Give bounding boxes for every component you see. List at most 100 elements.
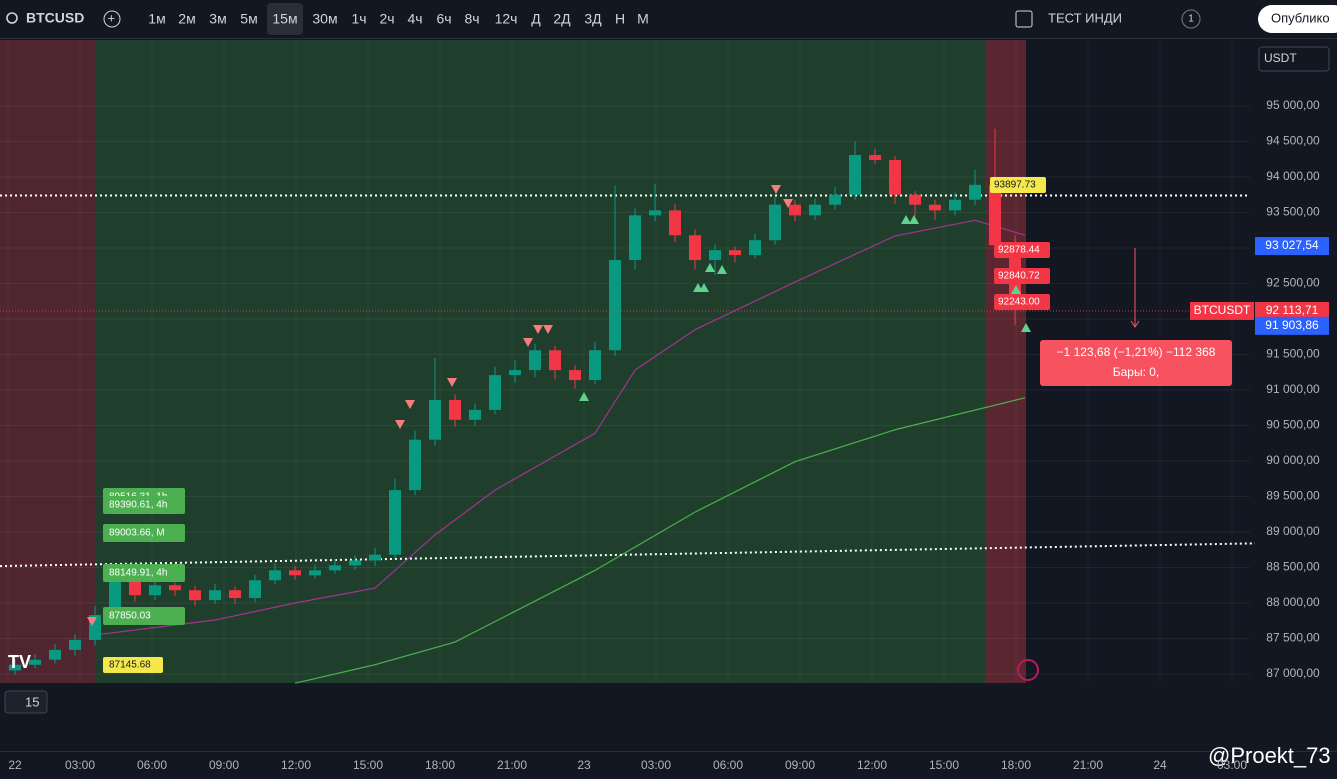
- search-icon[interactable]: [6, 12, 18, 24]
- candle-body: [629, 215, 641, 261]
- moving-average: [94, 219, 1026, 636]
- level-label-bg: [103, 496, 185, 514]
- candle-body: [729, 250, 741, 256]
- time-tick-label: 09:00: [209, 758, 239, 772]
- interval-button[interactable]: Н: [615, 11, 625, 27]
- candle-body: [949, 199, 961, 211]
- time-tick-label: 22: [8, 758, 22, 772]
- candle-body: [529, 350, 541, 371]
- level-label: 88149.91, 4h: [109, 568, 167, 579]
- indicator-count: 1: [1188, 14, 1194, 25]
- interval-button[interactable]: 1ч: [351, 11, 366, 27]
- candle-body: [369, 554, 381, 561]
- interval-button[interactable]: 1м: [148, 11, 165, 27]
- candle-body: [709, 250, 721, 261]
- time-tick-label: 21:00: [497, 758, 527, 772]
- price-label-bg: [994, 294, 1050, 310]
- price-label: 92243.00: [998, 297, 1040, 308]
- indicator-count-badge: [1181, 9, 1201, 29]
- candle-body: [209, 590, 221, 601]
- interval-button[interactable]: 15м: [272, 11, 297, 27]
- time-tick-label: 15:00: [929, 758, 959, 772]
- pane-dropdown[interactable]: [4, 690, 48, 714]
- candle-body: [349, 560, 361, 566]
- price-tick-label: 91 000,00: [1266, 382, 1320, 396]
- signal-marker: [87, 617, 97, 626]
- level-label-bg: [103, 564, 185, 582]
- candle-body: [449, 399, 461, 420]
- signal-marker: [579, 392, 589, 401]
- trendline: [0, 542, 1256, 568]
- interval-button[interactable]: 3м: [209, 11, 226, 27]
- signal-marker: [523, 338, 533, 347]
- time-tick-label: 15:00: [353, 758, 383, 772]
- interval-button[interactable]: 2м: [178, 11, 195, 27]
- candle-body: [789, 204, 801, 216]
- candle-body: [329, 565, 341, 571]
- moving-average: [294, 397, 1026, 684]
- time-tick-label: 21:00: [1073, 758, 1103, 772]
- candle-body: [589, 350, 601, 381]
- candle-body: [309, 570, 321, 576]
- interval-button[interactable]: 6ч: [436, 11, 451, 27]
- candle-body: [49, 649, 61, 660]
- time-tick-label: 03:00: [65, 758, 95, 772]
- interval-button[interactable]: 2ч: [379, 11, 394, 27]
- price-tick-label: 89 000,00: [1266, 524, 1320, 538]
- price-tag-bg: [1255, 237, 1329, 256]
- price-tick-label: 94 500,00: [1266, 134, 1320, 148]
- price-label-bg: [994, 242, 1050, 258]
- currency-button[interactable]: [1258, 46, 1330, 72]
- price-label-bg: [990, 177, 1046, 193]
- interval-button[interactable]: 3Д: [584, 11, 602, 27]
- candle-body: [989, 184, 1001, 246]
- publish-button[interactable]: [1258, 5, 1337, 33]
- price-label: 92878.44: [998, 245, 1040, 256]
- interval-button[interactable]: М: [637, 11, 649, 27]
- candle-body: [509, 370, 521, 376]
- currency[interactable]: USDT: [1264, 51, 1297, 65]
- interval-button[interactable]: 2Д: [553, 11, 571, 27]
- alert-icon[interactable]: [1017, 659, 1039, 681]
- interval-button[interactable]: 4ч: [407, 11, 422, 27]
- signal-marker: [1011, 285, 1021, 294]
- candle-body: [869, 155, 881, 160]
- time-tick-label: 23: [577, 758, 591, 772]
- price-tick-label: 90 000,00: [1266, 453, 1320, 467]
- price-tick-label: 87 500,00: [1266, 631, 1320, 645]
- publish-label[interactable]: Опублико: [1271, 10, 1330, 25]
- price-tick-label: 94 000,00: [1266, 169, 1320, 183]
- interval-button[interactable]: 5м: [240, 11, 257, 27]
- measure-box: [1040, 340, 1232, 386]
- candle-body: [129, 580, 141, 596]
- level-label: 87850.03: [109, 611, 151, 622]
- candle-body: [229, 590, 241, 599]
- interval-button[interactable]: 12ч: [495, 11, 518, 27]
- pane-row: [0, 684, 1337, 718]
- candle-body: [489, 375, 501, 410]
- active-interval-bg: [267, 3, 303, 35]
- interval-button[interactable]: 30м: [312, 11, 337, 27]
- checkbox[interactable]: [1015, 10, 1033, 28]
- pane-value[interactable]: 15: [25, 694, 39, 709]
- time-tick-label: 03:00: [1217, 758, 1247, 772]
- candle-body: [249, 580, 261, 599]
- candle-body: [769, 204, 781, 241]
- signal-marker: [395, 420, 405, 429]
- time-tick-label: 06:00: [137, 758, 167, 772]
- price-tag: 93 027,54: [1265, 238, 1319, 252]
- time-tick-label: 06:00: [713, 758, 743, 772]
- interval-button[interactable]: Д: [531, 11, 541, 27]
- tv-logo: TV: [8, 652, 31, 672]
- interval-button[interactable]: 8ч: [464, 11, 479, 27]
- add-symbol[interactable]: [103, 10, 121, 28]
- indicator-name[interactable]: ТЕСТ ИНДИ: [1048, 10, 1122, 25]
- price-label: 93897.73: [994, 180, 1036, 191]
- level-label-bg: [103, 657, 163, 673]
- signal-marker: [909, 215, 919, 224]
- candle-body: [149, 585, 161, 596]
- symbol[interactable]: BTCUSD: [26, 10, 84, 26]
- signal-marker: [543, 325, 553, 334]
- red-zone: [985, 40, 1026, 683]
- signal-marker: [771, 185, 781, 194]
